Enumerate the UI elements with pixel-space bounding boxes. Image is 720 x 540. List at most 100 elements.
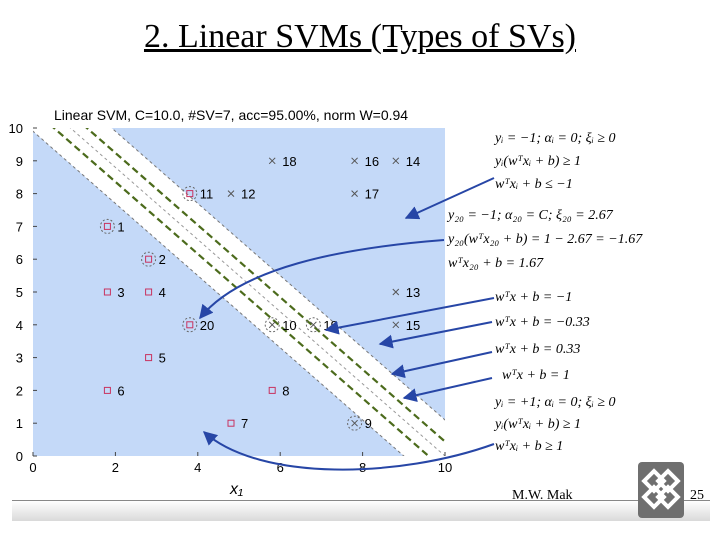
point-label: 9 (365, 416, 372, 431)
negative-point-marker (145, 354, 153, 362)
arrow-to-line-plus-one (402, 377, 493, 403)
eq-neg-2: yᵢ(wᵀxᵢ + b) ≥ 1 (495, 154, 582, 169)
x-tick-label: 0 (29, 460, 36, 475)
x-tick-label: 2 (112, 460, 119, 475)
eq-neg-3: wᵀxᵢ + b ≤ −1 (495, 177, 573, 192)
eq-sv20-3: wᵀx₂₀ + b = 1.67 (448, 256, 544, 271)
point-label: 6 (117, 383, 124, 398)
x-tick-label: 10 (438, 460, 452, 475)
arrow-to-sv-20 (199, 239, 445, 320)
eq-line-p033: wᵀx + b = 0.33 (495, 342, 581, 357)
margin-band (33, 128, 445, 456)
point-label: 12 (241, 187, 255, 202)
support-vector-ring (182, 317, 198, 333)
eq-line-p1: wᵀx + b = 1 (502, 368, 570, 383)
eq-line-m1: wᵀx + b = −1 (495, 290, 573, 305)
x-axis-label: x₁ (229, 481, 243, 498)
point-label: 18 (282, 154, 296, 169)
chart-title: Linear SVM, C=10.0, #SV=7, acc=95.00%, n… (54, 107, 408, 123)
negative-point-marker (145, 288, 153, 296)
eq-pos-3: wᵀxᵢ + b ≥ 1 (495, 439, 564, 454)
positive-point-marker (351, 419, 358, 427)
point-label: 11 (200, 187, 214, 202)
point-label: 13 (406, 285, 420, 300)
negative-point-marker (145, 255, 153, 263)
support-vector-ring (347, 415, 363, 431)
margin-line-plus-one (110, 128, 445, 421)
margin-line-minus-one (33, 130, 405, 456)
decision-boundary-line (69, 128, 445, 456)
plot-area (33, 128, 445, 456)
point-label: 19 (323, 318, 337, 333)
annotation-arrows (199, 177, 495, 471)
x-tick-label: 6 (277, 460, 284, 475)
eq-sv20-2: y₂₀(wᵀx₂₀ + b) = 1 − 2.67 = −1.67 (448, 232, 643, 247)
positive-point-marker (310, 321, 317, 329)
y-tick-label: 9 (16, 154, 23, 169)
positive-point-marker (227, 190, 235, 197)
eq-neg-1: yᵢ = −1; αᵢ = 0; ξᵢ ≥ 0 (495, 131, 616, 146)
point-label: 14 (406, 154, 420, 169)
point-label: 8 (282, 383, 289, 398)
negative-point-marker (268, 386, 276, 394)
y-tick-label: 0 (16, 449, 23, 464)
eq-sv20-1: y₂₀ = −1; α₂₀ = C; ξ₂₀ = 2.67 (448, 208, 613, 223)
negative-point-marker (103, 288, 111, 296)
y-tick-label: 2 (16, 383, 23, 398)
y-tick-label: 6 (16, 252, 23, 267)
y-tick-label: 3 (16, 351, 23, 366)
point-label: 17 (365, 187, 379, 202)
point-label: 15 (406, 318, 420, 333)
point-label: 20 (200, 318, 214, 333)
positive-point-marker (351, 157, 358, 165)
eq-pos-1: yᵢ = +1; αᵢ = 0; ξᵢ ≥ 0 (495, 395, 616, 410)
positive-point-marker (268, 157, 276, 165)
y-tick-label: 4 (16, 318, 23, 333)
decision-lines (33, 128, 445, 456)
negative-point-marker (227, 419, 235, 427)
point-label: 16 (365, 154, 379, 169)
negative-point-marker (103, 386, 111, 394)
eq-line-m033: wᵀx + b = −0.33 (495, 315, 590, 330)
positive-point-marker (351, 190, 358, 197)
support-vector-ring (305, 317, 321, 333)
arrow-to-line-plus-033 (390, 351, 493, 379)
point-label: 5 (159, 351, 166, 366)
point-label: 3 (117, 285, 124, 300)
positive-point-marker (392, 157, 400, 165)
support-vector-ring (264, 317, 280, 333)
negative-point-marker (103, 222, 111, 230)
eq-pos-2: yᵢ(wᵀxᵢ + b) ≥ 1 (495, 417, 582, 432)
arrow-to-line-minus-one (324, 297, 495, 335)
point-label: 2 (159, 252, 166, 267)
point-label: 1 (117, 219, 124, 234)
negative-point-marker (186, 321, 194, 329)
y-tick-label: 10 (9, 121, 23, 136)
point-label: 7 (241, 416, 248, 431)
margin-line-plus-033 (85, 128, 445, 444)
positive-point-marker (392, 321, 400, 329)
positive-point-marker (392, 288, 400, 296)
university-logo-icon (638, 462, 684, 518)
y-tick-label: 8 (16, 187, 23, 202)
support-vector-ring (99, 218, 115, 234)
arrow-to-positive-region (202, 431, 495, 471)
point-label: 4 (159, 285, 166, 300)
footer-bar (12, 500, 710, 521)
x-tick-label: 8 (359, 460, 366, 475)
positive-point-marker (268, 321, 276, 329)
point-label: 10 (282, 318, 296, 333)
support-vector-ring (141, 251, 157, 267)
y-tick-label: 1 (16, 416, 23, 431)
margin-line-minus-033 (52, 128, 431, 456)
negative-point-marker (186, 190, 194, 198)
slide-title: 2. Linear SVMs (Types of SVs) (143, 18, 577, 55)
arrow-to-line-minus-033 (378, 321, 493, 349)
arrow-to-negative-region (404, 177, 495, 220)
footer-author: M.W. Mak (512, 488, 573, 503)
y-tick-label: 5 (16, 285, 23, 300)
y-tick-label: 7 (16, 219, 23, 234)
